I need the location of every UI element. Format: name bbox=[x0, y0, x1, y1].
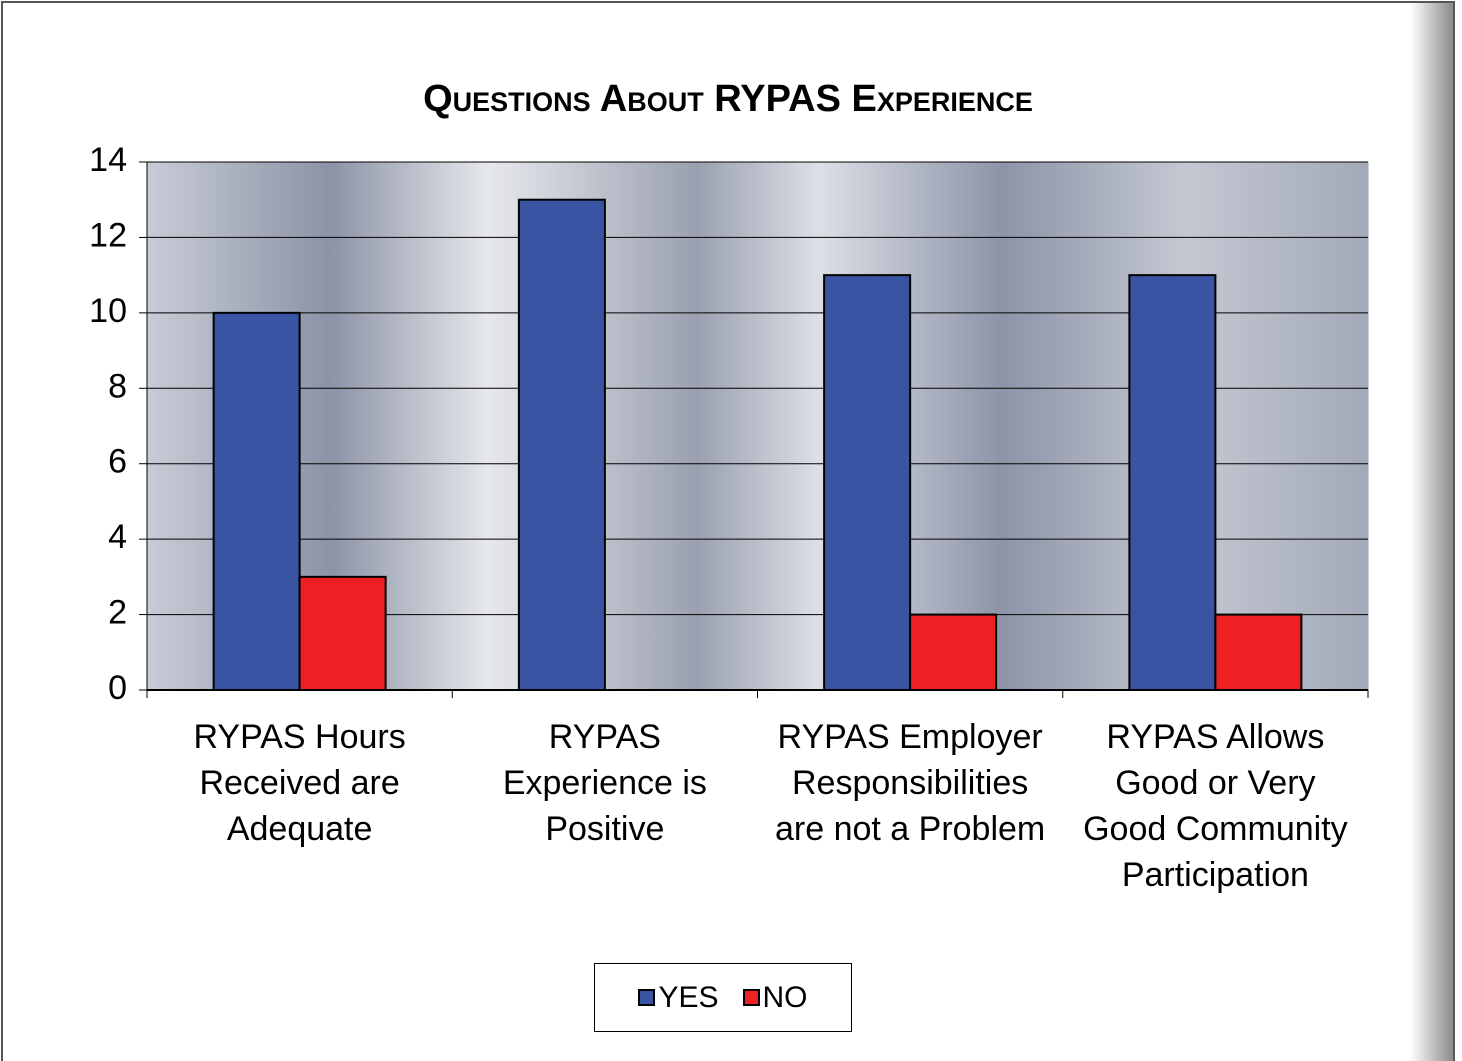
y-tick-label: 2 bbox=[108, 594, 127, 632]
y-tick-label: 8 bbox=[108, 367, 127, 405]
x-tick-label: RYPAS Hours Received are Adequate bbox=[193, 718, 406, 848]
y-tick-label: 6 bbox=[108, 443, 127, 481]
y-tick-label: 14 bbox=[89, 141, 127, 179]
bar bbox=[517, 198, 606, 691]
legend-swatch bbox=[742, 989, 760, 1006]
bar bbox=[909, 613, 998, 691]
legend-label: YES bbox=[658, 980, 719, 1014]
bar bbox=[212, 311, 301, 691]
y-tick-label: 0 bbox=[108, 669, 127, 707]
x-tick-label: RYPAS Employer Responsibilities are not … bbox=[774, 718, 1046, 848]
y-tick-label: 4 bbox=[108, 518, 127, 556]
y-tick-label: 10 bbox=[89, 292, 127, 330]
bar bbox=[298, 575, 387, 691]
legend-swatch bbox=[638, 989, 656, 1006]
x-tick-label: RYPAS Experience is Positive bbox=[502, 718, 707, 848]
chart-title: Questions About RYPAS Experience bbox=[423, 78, 1033, 120]
y-tick-label: 12 bbox=[89, 216, 127, 254]
x-tick-label: RYPAS Allows Good or Very Good Community… bbox=[1083, 718, 1348, 894]
legend-item: NO bbox=[742, 980, 808, 1015]
legend-item: YES bbox=[638, 980, 719, 1015]
bar bbox=[1214, 613, 1303, 691]
bar bbox=[1128, 274, 1217, 691]
legend: YES NO bbox=[594, 963, 852, 1032]
bar bbox=[823, 274, 912, 691]
legend-label: NO bbox=[762, 980, 808, 1014]
